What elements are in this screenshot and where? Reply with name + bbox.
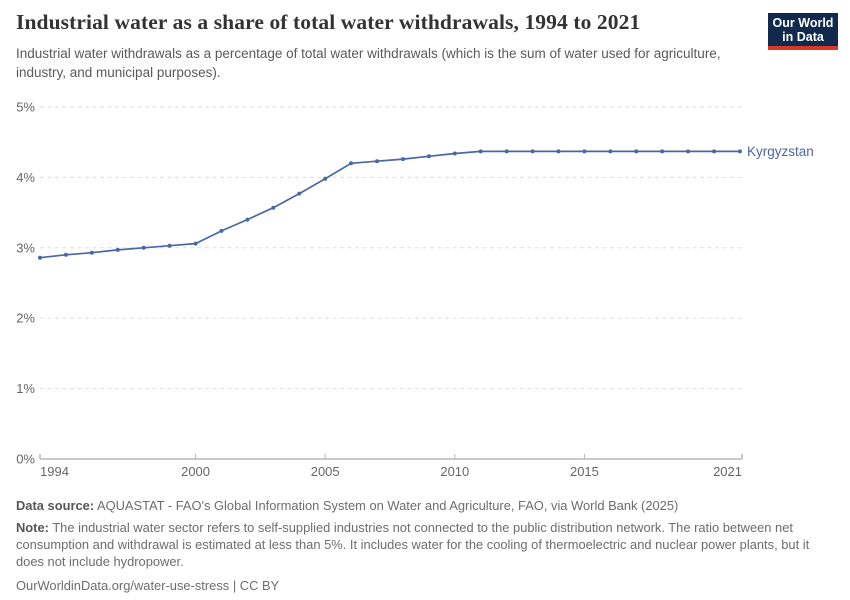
data-point-2007[interactable]: [375, 159, 379, 164]
data-source-line: Data source: AQUASTAT - FAO's Global Inf…: [16, 497, 838, 514]
citation-line: OurWorldinData.org/water-use-stress | CC…: [16, 577, 838, 594]
owid-logo[interactable]: Our World in Data: [768, 13, 838, 50]
x-tick-label-2010: 2010: [440, 464, 469, 479]
data-point-2012[interactable]: [504, 149, 509, 154]
series-line-kyrgyzstan[interactable]: [39, 150, 741, 259]
data-point-1997[interactable]: [115, 247, 120, 252]
x-tick-label-2005: 2005: [311, 464, 340, 479]
data-point-2014[interactable]: [556, 149, 561, 154]
y-tick-label-4%: 4%: [16, 170, 35, 185]
data-point-2000[interactable]: [193, 241, 198, 246]
data-point-2001[interactable]: [219, 228, 224, 233]
data-point-2006[interactable]: [349, 161, 354, 166]
line-chart-area[interactable]: 0% 1% 2% 3% 4% 5% 1994 2000 2005 2010 2015 2021 Kyrg…: [0, 95, 850, 495]
line-chart-svg[interactable]: 0% 1% 2% 3% 4% 5% 1994 2000 2005 2010 2015 2021 Kyrg…: [0, 95, 850, 495]
data-point-2018[interactable]: [660, 149, 665, 154]
x-tick-label-2000: 2000: [181, 464, 210, 479]
data-point-1996[interactable]: [89, 250, 94, 255]
data-source-label: Data source:: [16, 498, 95, 513]
data-point-1998[interactable]: [141, 245, 146, 250]
data-point-2004[interactable]: [297, 191, 302, 196]
x-tick-label-1994: 1994: [40, 464, 69, 479]
data-point-2011[interactable]: [478, 149, 483, 154]
data-point-2002[interactable]: [245, 217, 250, 222]
data-source-text: AQUASTAT - FAO's Global Information Syst…: [96, 498, 679, 513]
note-text: The industrial water sector refers to se…: [16, 520, 810, 570]
data-point-2021[interactable]: [738, 149, 742, 154]
data-point-2008[interactable]: [401, 157, 405, 162]
data-point-2015[interactable]: [582, 149, 587, 154]
data-point-1999[interactable]: [167, 243, 172, 248]
data-point-2017[interactable]: [634, 149, 639, 154]
citation-link[interactable]: OurWorldinData.org/water-use-stress | CC…: [16, 577, 280, 593]
data-point-1995[interactable]: [63, 252, 68, 257]
note-line: Note: The industrial water sector refers…: [16, 519, 838, 570]
chart-title: Industrial water as a share of total wat…: [16, 10, 641, 34]
chart-subtitle: Industrial water withdrawals as a percen…: [16, 46, 721, 81]
data-point-2020[interactable]: [712, 149, 717, 154]
owid-logo-line1: Our World: [772, 16, 834, 30]
note-label: Note:: [16, 520, 49, 536]
data-point-2005[interactable]: [323, 176, 328, 181]
data-point-2009[interactable]: [426, 154, 431, 159]
y-tick-label-0%: 0%: [16, 452, 35, 467]
x-tick-label-2015: 2015: [570, 464, 599, 479]
series-end-label-kyrgyzstan[interactable]: Kyrgyzstan: [747, 144, 814, 159]
chart-header: Industrial water as a share of total wat…: [16, 10, 761, 82]
data-point-1994[interactable]: [38, 255, 42, 260]
y-tick-label-2%: 2%: [16, 311, 35, 326]
x-tick-label-2021: 2021: [713, 464, 742, 479]
data-point-2010[interactable]: [452, 151, 457, 156]
chart-footer: Data source: AQUASTAT - FAO's Global Inf…: [16, 497, 838, 594]
y-tick-label-5%: 5%: [16, 100, 35, 115]
data-point-2019[interactable]: [686, 149, 691, 154]
data-point-2016[interactable]: [608, 149, 613, 154]
y-tick-label-1%: 1%: [16, 381, 35, 396]
data-point-2013[interactable]: [530, 149, 535, 154]
owid-logo-line2: in Data: [782, 30, 824, 44]
data-point-2003[interactable]: [271, 205, 276, 210]
y-tick-label-3%: 3%: [16, 240, 35, 255]
